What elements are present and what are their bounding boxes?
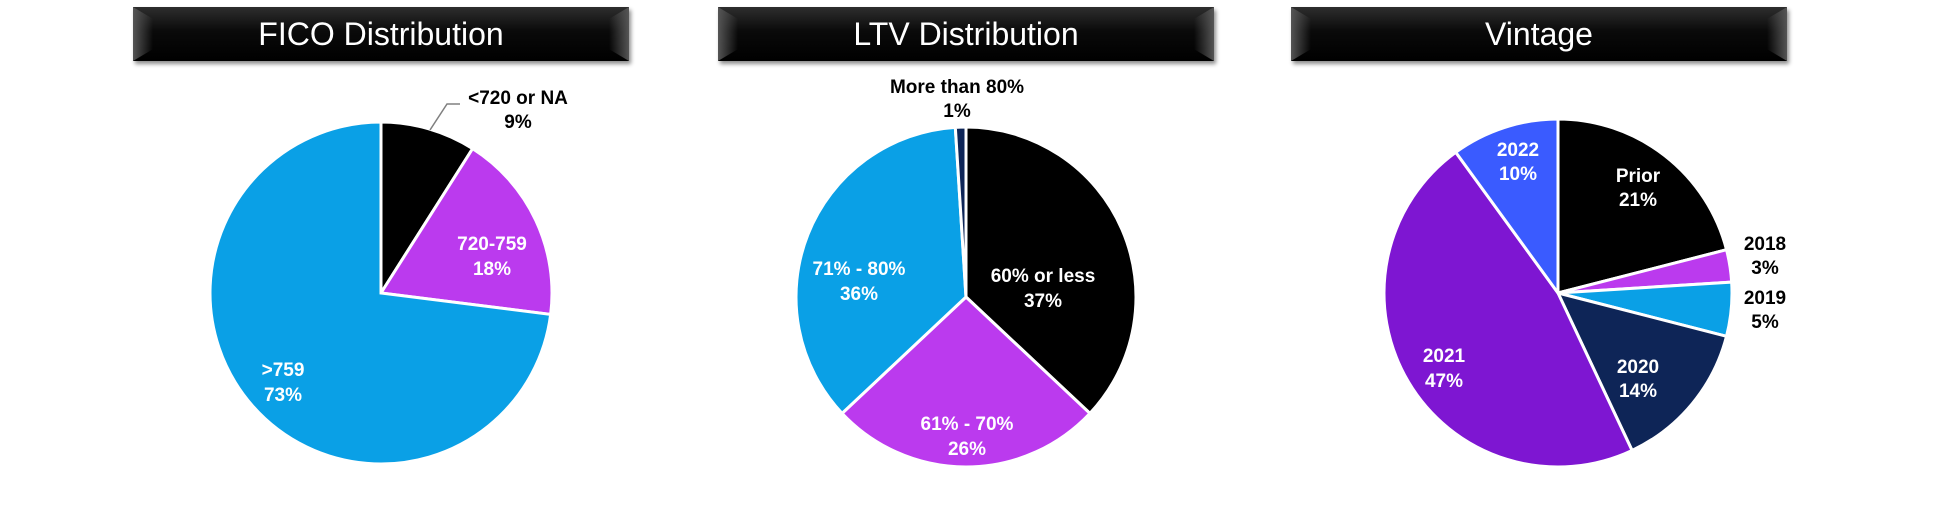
vintage-slice-label-5: 2022	[1497, 140, 1539, 161]
vintage-slice-5	[1453, 117, 1560, 298]
vintage-slice-label-0: Prior	[1616, 166, 1661, 187]
vintage-pie	[1382, 117, 1734, 469]
ltv-slice-value-3: 1%	[943, 101, 971, 122]
fico-leader-line-0	[429, 103, 460, 131]
fico-slice-value-1: 18%	[473, 259, 511, 280]
fico-slice-0	[379, 120, 475, 299]
fico-slice-label-2: >759	[262, 360, 305, 381]
fico-pie	[208, 120, 554, 466]
fico-slice-label-0: <720 or NA	[468, 88, 568, 109]
ltv-slice-1	[839, 294, 1093, 469]
fico-slice-2	[208, 120, 553, 466]
vintage-slice-4	[1382, 150, 1635, 469]
ltv-slice-value-1: 26%	[948, 439, 986, 460]
ltv-slice-label-1: 61% - 70%	[921, 414, 1014, 435]
vintage-slice-0	[1556, 117, 1729, 295]
vintage-slice-value-2: 5%	[1751, 312, 1779, 333]
vintage-slice-value-5: 10%	[1499, 164, 1537, 185]
ltv-slice-0	[964, 125, 1138, 416]
ltv-chart-title: LTV Distribution	[718, 7, 1214, 61]
vintage-slice-value-0: 21%	[1619, 190, 1657, 211]
vintage-chart-title: Vintage	[1291, 7, 1787, 61]
fico-slice-label-1: 720-759	[457, 234, 527, 255]
vintage-slice-label-1: 2018	[1744, 234, 1786, 255]
vintage-slice-3	[1555, 290, 1729, 453]
fico-chart-title: FICO Distribution	[133, 7, 629, 61]
vintage-slice-label-2: 2019	[1744, 288, 1786, 309]
vintage-slice-label-4: 2021	[1423, 346, 1466, 367]
fico-slice-value-2: 73%	[264, 385, 302, 406]
ltv-slice-2	[794, 125, 968, 416]
ltv-slice-label-2: 71% - 80%	[813, 259, 906, 280]
vintage-slice-value-3: 14%	[1619, 381, 1657, 402]
ltv-pie	[794, 125, 1138, 469]
ltv-slice-label-3: More than 80%	[890, 77, 1024, 98]
ltv-slice-label-0: 60% or less	[991, 266, 1096, 287]
vintage-slice-label-3: 2020	[1617, 357, 1659, 378]
vintage-slice-value-4: 47%	[1425, 371, 1463, 392]
vintage-slice-value-1: 3%	[1751, 258, 1779, 279]
ltv-slice-value-0: 37%	[1024, 291, 1062, 312]
fico-slice-1	[378, 146, 554, 317]
fico-slice-value-0: 9%	[504, 112, 532, 133]
ltv-slice-value-2: 36%	[840, 284, 878, 305]
ltv-slice-3	[953, 125, 968, 298]
